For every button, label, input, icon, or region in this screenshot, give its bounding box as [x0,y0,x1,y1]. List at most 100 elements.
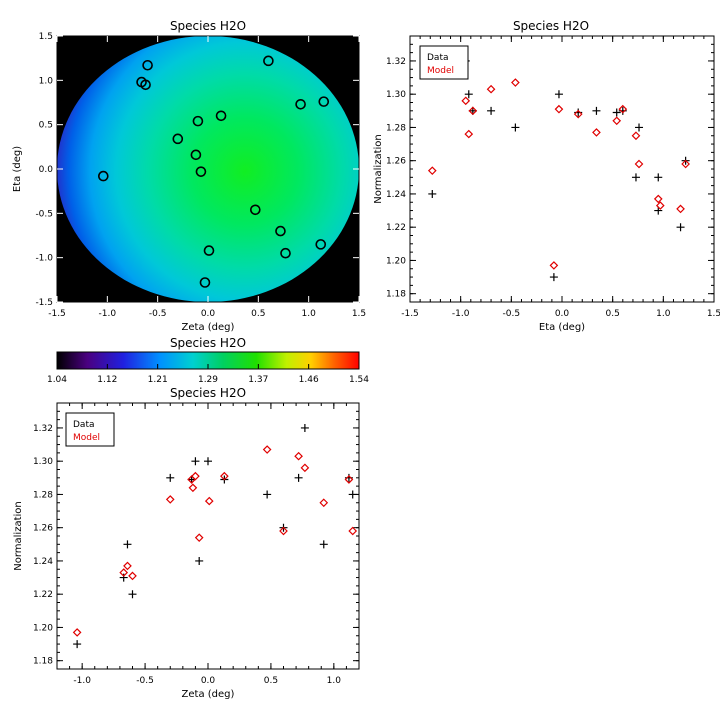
map-pointing-circle [280,247,291,259]
zeta-scatter-model-point [165,495,175,504]
eta-scatter-y-tick-label: 1.18 [386,290,406,300]
eta-scatter-legend: Data Model [419,45,469,80]
map-pointing-circle [275,225,286,237]
eta-scatter-model-point [554,104,564,114]
zeta-scatter-model-point [262,445,272,454]
zeta-scatter-y-tick-label: 1.26 [33,524,53,534]
eta-scatter-data-point [635,123,644,132]
map-pointing-circle [250,204,261,216]
colorbar-ticks: 1.04 1.12 1.21 1.29 1.37 1.46 1.54 [47,364,369,385]
zeta-scatter-model-point [348,526,358,536]
colorbar-tick-label: 1.46 [299,375,319,385]
eta-scatter-data-point [612,108,621,117]
eta-scatter-points [427,56,690,282]
eta-scatter-y-tick-label: 1.30 [386,90,406,100]
zeta-scatter-legend: Data Model [65,412,115,447]
zeta-scatter-data-point [119,573,128,582]
eta-scatter-model-point [461,96,471,106]
zeta-scatter-data-point [123,540,132,549]
map-pointing-circle [263,55,274,67]
eta-scatter-data-point [464,90,473,99]
eta-scatter-data-point [549,273,558,282]
map-x-tick-label: -1.0 [99,309,117,319]
eta-scatter-model-point [655,201,665,210]
colorbar-tick-label: 1.54 [349,375,369,385]
map-y-tick-label: 1.5 [39,32,53,42]
map-field-disk [57,36,359,302]
map-pointing-circle [318,96,330,107]
zeta-scatter-model-point [123,561,132,571]
eta-scatter-model-point [464,129,474,139]
map-pointing-circle [142,59,153,71]
colorbar-tick-label: 1.12 [97,375,117,385]
zeta-scatter-model-point [128,571,137,581]
eta-scatter-model-point [486,84,496,94]
zeta-scatter-y-tick-label: 1.20 [33,623,53,633]
zeta-scatter-model-point [119,568,129,577]
zeta-scatter-model-point [194,533,204,543]
eta-scatter-y-label: Normalization [373,134,384,204]
eta-scatter-x-tick-label: 0.0 [555,309,570,319]
eta-scatter-data-point [511,123,520,132]
map-pointing-circle [195,166,207,177]
eta-scatter-y-tick-label: 1.32 [386,57,406,67]
zeta-scatter-y-tick-label: 1.28 [33,490,53,500]
eta-scatter-model-point [653,194,663,204]
zeta-scatter-title: Species H2O [170,386,246,400]
eta-scatter-x-tick-label: -1.0 [452,309,470,319]
eta-scatter-model-point [573,109,583,119]
zeta-scatter-model-point [220,471,229,481]
map-y-tick-label: 0.5 [39,121,53,131]
eta-scatter-x-label: Eta (deg) [539,322,585,333]
eta-scatter-y-tick-label: 1.28 [386,123,406,133]
eta-scatter-model-point [511,78,520,87]
zeta-scatter-x-tick-label: -0.5 [136,676,154,686]
zeta-scatter-model-point [188,483,198,493]
eta-scatter-model-point [612,116,622,126]
eta-scatter-data-point [676,223,685,232]
zeta-scatter-model-point [319,498,329,508]
eta-scatter-x-tick-label: 1.5 [707,309,720,319]
zeta-scatter-model-point [294,451,303,461]
map-y-ticks: -1.5 -1.0 -0.5 0.0 0.5 1.0 1.5 [35,32,359,308]
zeta-scatter-x-tick-label: 0.5 [264,676,278,686]
zeta-scatter-model-point [72,628,82,637]
eta-scatter-data-point [487,106,496,115]
map-x-ticks: -1.5 -1.0 -0.5 0.0 0.5 1.0 1.5 [48,36,366,319]
zeta-scatter-x-tick-label: -1.0 [73,676,91,686]
zeta-scatter-data-point [166,473,175,482]
eta-scatter-data-point [592,106,601,115]
eta-scatter-data-point [631,173,640,182]
eta-legend-box [419,45,469,80]
zeta-scatter-data-point [73,640,82,649]
eta-scatter-data-point [554,90,563,99]
eta-scatter-axes: -1.5 -1.0 -0.5 0.0 0.5 1.0 1.5 1.18 1.20 1.22 1.24… [386,35,720,319]
map-panel: Species H2O -1.5 -1.0 -0.5 0.0 0.5 1.0 1.5 -1.… [12,19,366,333]
zeta-scatter-data-point [294,473,303,482]
zeta-scatter-y-tick-label: 1.24 [33,557,53,567]
zeta-scatter-model-point [204,496,214,506]
zeta-scatter-model-point [300,463,310,473]
eta-scatter-model-point [549,261,559,270]
map-x-tick-label: 1.5 [352,309,366,319]
eta-scatter-model-point [676,204,685,214]
zeta-scatter-data-point [263,490,272,499]
zeta-scatter-y-tick-label: 1.22 [33,590,53,600]
map-pointing-circle [192,115,204,127]
colorbar-title: Species H2O [170,336,246,350]
eta-legend-data: Data [427,53,449,63]
eta-scatter-model-point [618,104,628,114]
colorbar-panel: Species H2O 1.04 1.12 1.21 1.29 1.37 1.46 1.54 [47,336,369,385]
eta-scatter-x-tick-label: -0.5 [503,309,521,319]
map-y-tick-label: 1.0 [39,76,54,86]
zeta-scatter-y-tick-label: 1.18 [33,657,53,667]
map-x-tick-label: 0.0 [201,309,216,319]
zeta-scatter-data-point [300,423,309,432]
zeta-scatter-data-point [195,556,204,565]
map-x-tick-label: -1.5 [48,309,66,319]
map-y-label: Eta (deg) [12,146,23,192]
eta-legend-model: Model [427,66,454,76]
map-pointing-circle [315,239,327,250]
eta-scatter-data-point [428,189,437,198]
